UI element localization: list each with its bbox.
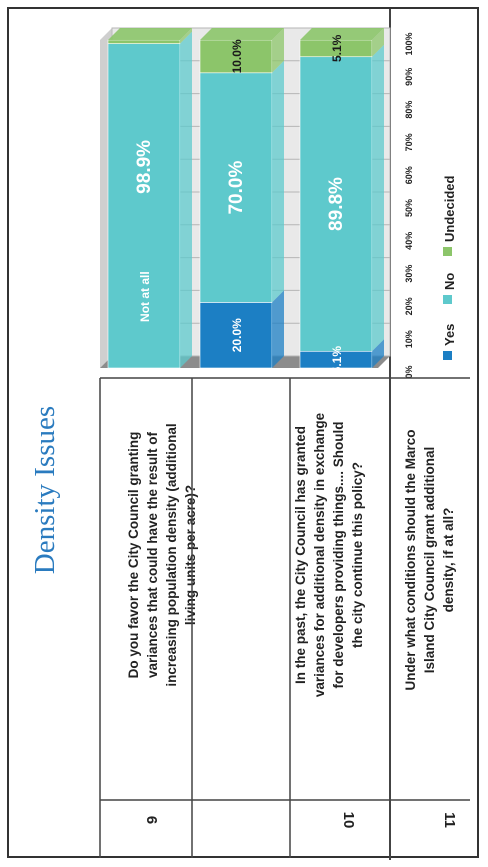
legend-label: No: [442, 273, 457, 290]
x-tick-label: 60%: [404, 166, 414, 184]
bar-segment-side: [180, 31, 192, 368]
x-tick-label: 10%: [404, 330, 414, 348]
data-label: 89.8%: [326, 177, 347, 231]
data-label: 5.1%: [330, 346, 344, 374]
legend-label: Undecided: [442, 175, 457, 242]
x-tick-label: 90%: [404, 68, 414, 86]
bar-segment-side: [180, 28, 192, 44]
data-label: 20.0%: [230, 318, 244, 352]
x-tick-label: 80%: [404, 101, 414, 119]
data-label-note: Not at all: [138, 271, 152, 322]
bar-top: [108, 28, 192, 40]
x-tick-label: 30%: [404, 265, 414, 283]
data-label: 98.9%: [134, 140, 155, 194]
legend-swatch: [443, 295, 452, 304]
x-tick-label: 70%: [404, 133, 414, 151]
data-label: 70.0%: [226, 161, 247, 215]
x-tick-label: 40%: [404, 232, 414, 250]
legend-swatch: [443, 247, 452, 256]
bar-segment-side: [272, 290, 284, 368]
bar-top: [300, 28, 384, 40]
bar-segment: [199, 72, 273, 303]
bar-segment-side: [272, 60, 284, 303]
data-label: 5.1%: [330, 34, 344, 62]
bar-top: [200, 28, 284, 40]
legend-swatch: [443, 351, 452, 360]
x-tick-label: 0%: [404, 365, 414, 378]
legend-label: Yes: [442, 324, 457, 346]
bar-segment-side: [372, 28, 384, 57]
bar-segment-side: [372, 44, 384, 352]
bar-segment: [107, 39, 181, 44]
data-label: 10.0%: [230, 39, 244, 73]
bar-segment-side: [272, 28, 284, 73]
bar-segment-side: [372, 339, 384, 368]
bar-segment: [107, 43, 181, 369]
x-tick-label: 50%: [404, 199, 414, 217]
x-tick-label: 20%: [404, 297, 414, 315]
bar-segment: [199, 302, 273, 369]
x-tick-label: 100%: [404, 32, 414, 55]
